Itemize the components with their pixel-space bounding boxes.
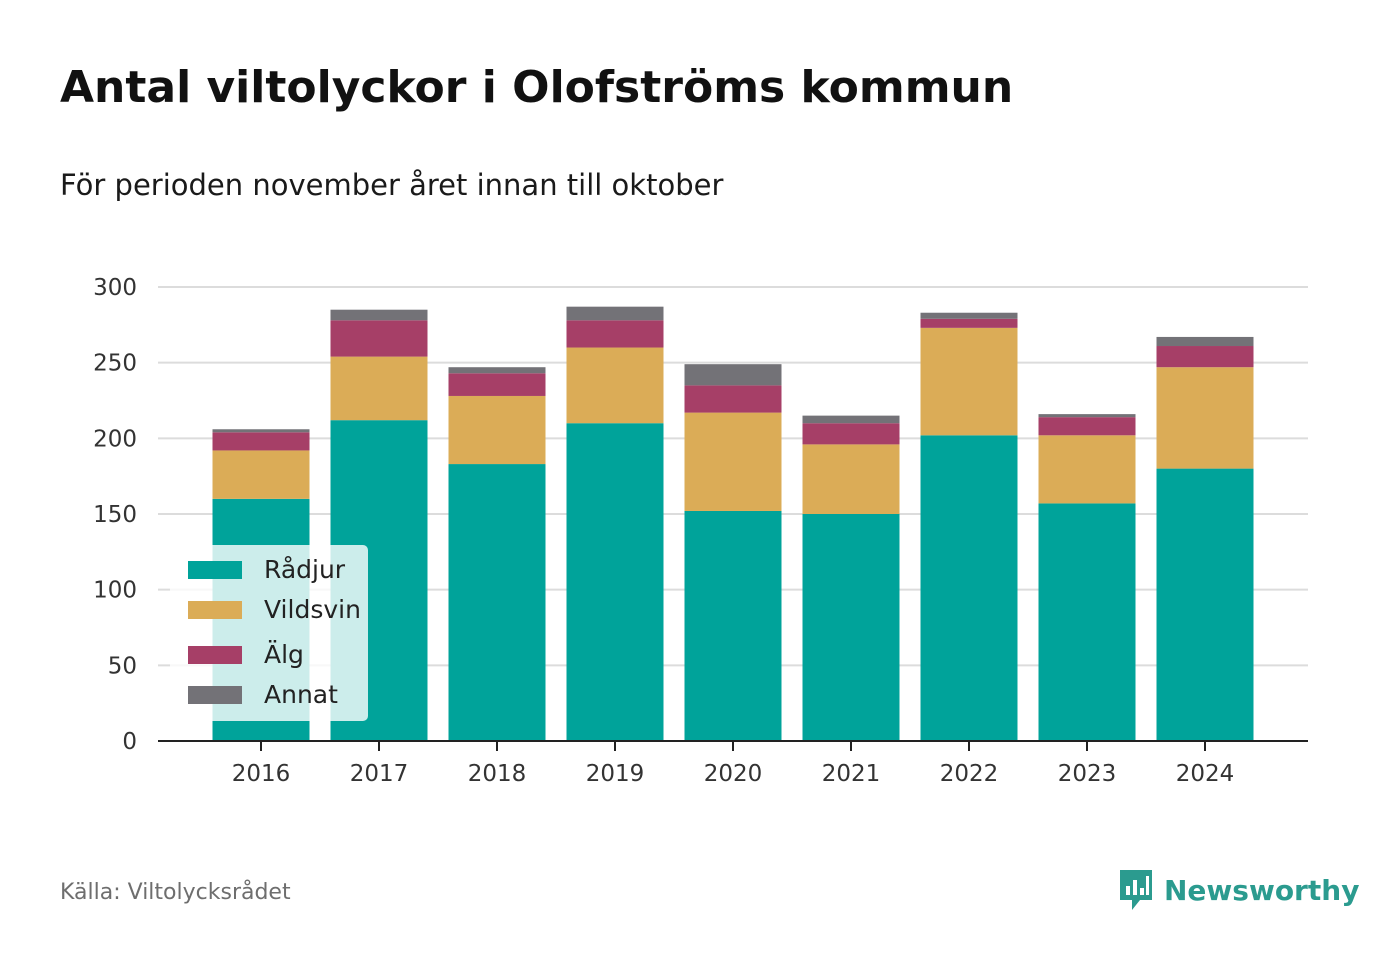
bar-segment-annat-2018 (448, 367, 546, 374)
chart-legend: Rådjur Vildsvin Älg Annat (170, 545, 368, 721)
x-tick-label: 2020 (704, 761, 763, 787)
legend-item-radjur: Rådjur (188, 555, 345, 584)
bar-segment-annat-2023 (1038, 414, 1136, 418)
bar-segment-vildsvin-2022 (920, 327, 1018, 436)
bars (212, 306, 1254, 741)
chart-subtitle: För perioden november året innan till ok… (60, 168, 724, 202)
bar-segment-vildsvin-2023 (1038, 435, 1136, 504)
x-tick-label: 2024 (1176, 761, 1235, 787)
brand-logo[interactable]: Newsworthy (1118, 868, 1359, 912)
x-tick-label: 2017 (350, 761, 409, 787)
x-tick-label: 2021 (822, 761, 881, 787)
legend-label: Vildsvin (264, 595, 361, 624)
bar-segment-vildsvin-2020 (684, 412, 782, 511)
bar-segment-älg-2024 (1156, 346, 1254, 368)
bar-segment-annat-2016 (212, 429, 310, 433)
bar-segment-älg-2020 (684, 385, 782, 413)
y-tick-label: 200 (93, 426, 137, 452)
y-tick-label: 0 (122, 729, 137, 755)
x-tick-label: 2022 (940, 761, 999, 787)
newsworthy-logo-icon (1120, 870, 1152, 910)
bar-segment-annat-2024 (1156, 336, 1254, 347)
bar-segment-vildsvin-2017 (330, 356, 428, 421)
bar-segment-annat-2020 (684, 364, 782, 386)
bar-segment-annat-2017 (330, 309, 428, 321)
bar-segment-annat-2021 (802, 415, 900, 424)
brand-name: Newsworthy (1164, 873, 1360, 907)
bar-segment-rådjur-2020 (684, 510, 782, 741)
bar-segment-älg-2019 (566, 320, 664, 348)
bar-segment-älg-2016 (212, 432, 310, 451)
bar-segment-rådjur-2021 (802, 514, 900, 741)
legend-swatch (188, 600, 242, 619)
bar-segment-annat-2022 (920, 312, 1018, 319)
x-axis-ticks: 2016 2017 2018 2019 2020 2021 2022 2023 2024 (232, 741, 1235, 787)
bar-segment-vildsvin-2018 (448, 395, 546, 465)
bar-segment-vildsvin-2016 (212, 450, 310, 499)
chart-title: Antal viltolyckor i Olofströms kommun (60, 62, 1014, 113)
bar-segment-rådjur-2023 (1038, 503, 1136, 741)
bar-segment-älg-2021 (802, 423, 900, 445)
x-tick-label: 2016 (232, 761, 291, 787)
bar-segment-rådjur-2024 (1156, 468, 1254, 741)
legend-swatch (188, 560, 242, 579)
legend-label: Annat (264, 680, 338, 709)
y-tick-label: 300 (93, 275, 137, 301)
y-tick-label: 150 (93, 502, 137, 528)
y-tick-label: 50 (108, 653, 137, 679)
bar-segment-älg-2018 (448, 373, 546, 396)
legend-swatch (188, 685, 242, 704)
x-tick-label: 2019 (586, 761, 645, 787)
bar-segment-älg-2017 (330, 320, 428, 357)
bar-segment-rådjur-2019 (566, 423, 664, 741)
legend-swatch (188, 645, 242, 664)
bar-segment-rådjur-2022 (920, 435, 1018, 741)
x-tick-label: 2018 (468, 761, 527, 787)
bar-segment-vildsvin-2019 (566, 347, 664, 424)
legend-item-alg: Älg (188, 640, 304, 669)
source-note: Källa: Viltolycksrådet (60, 880, 291, 905)
bar-segment-rådjur-2018 (448, 464, 546, 741)
y-tick-label: 250 (93, 351, 137, 377)
bar-segment-annat-2019 (566, 306, 664, 321)
x-tick-label: 2023 (1058, 761, 1117, 787)
legend-item-annat: Annat (188, 680, 338, 709)
bar-segment-vildsvin-2021 (802, 444, 900, 514)
bar-segment-vildsvin-2024 (1156, 367, 1254, 469)
y-axis-ticks: 0 50 100 150 200 250 300 (93, 275, 137, 755)
y-tick-label: 100 (93, 578, 137, 604)
legend-label: Älg (264, 640, 304, 669)
legend-item-vildsvin: Vildsvin (188, 595, 361, 624)
bar-segment-älg-2022 (920, 318, 1018, 328)
legend-label: Rådjur (264, 555, 346, 584)
bar-segment-älg-2023 (1038, 417, 1136, 436)
